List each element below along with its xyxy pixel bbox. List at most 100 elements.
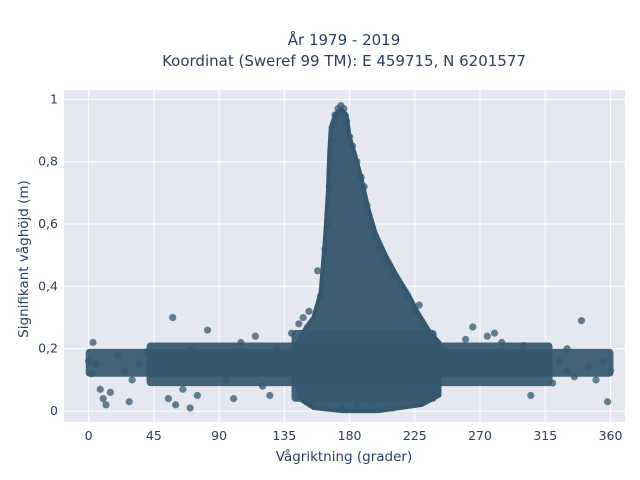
- scatter-point: [541, 351, 549, 359]
- scatter-point: [179, 385, 187, 393]
- scatter-point: [599, 357, 607, 365]
- scatter-point: [89, 338, 97, 347]
- x-tick-label: 315: [533, 428, 557, 443]
- scatter-point: [215, 357, 223, 365]
- scatter-point: [432, 382, 441, 390]
- scatter-point: [367, 220, 375, 228]
- scatter-point: [258, 360, 267, 368]
- scatter-point: [125, 398, 133, 406]
- scatter-point: [357, 173, 365, 181]
- y-tick-label: 0,8: [38, 154, 58, 169]
- scatter-point: [563, 345, 571, 353]
- scatter-point: [490, 329, 499, 337]
- scatter-point: [135, 360, 143, 368]
- scatter-point: [592, 376, 600, 384]
- chart-title: År 1979 - 2019: [288, 30, 401, 49]
- plot-area: [64, 90, 625, 422]
- scatter-point: [374, 245, 383, 253]
- scatter-point: [325, 183, 333, 191]
- scatter-point: [330, 120, 338, 128]
- scatter-point: [324, 395, 332, 403]
- scatter-point: [454, 354, 462, 362]
- scatter-point: [316, 292, 325, 300]
- scatter-point: [604, 398, 612, 406]
- scatter-point: [114, 351, 122, 359]
- scatter-point: [534, 360, 542, 368]
- scatter-point: [415, 301, 423, 309]
- scatter-point: [92, 360, 100, 368]
- scatter-point: [505, 351, 513, 359]
- scatter-point: [418, 320, 426, 328]
- scatter-point: [331, 111, 339, 119]
- scatter-point: [363, 201, 371, 209]
- scatter-point: [237, 338, 245, 347]
- scatter-point: [338, 404, 346, 412]
- scatter-point: [128, 376, 136, 384]
- scatter-point: [169, 313, 177, 322]
- scatter-point: [302, 360, 310, 368]
- scatter-point: [328, 136, 336, 144]
- scatter-point: [563, 366, 571, 375]
- scatter-point: [411, 391, 419, 400]
- scatter-point: [403, 292, 412, 300]
- x-tick-label: 90: [211, 428, 227, 443]
- y-tick-label: 0,2: [38, 341, 58, 356]
- scatter-point: [244, 366, 252, 375]
- scatter-point: [314, 267, 322, 275]
- scatter-point: [411, 307, 419, 315]
- scatter-point: [157, 370, 165, 378]
- scatter-point: [556, 357, 564, 365]
- y-tick-label: 0,4: [38, 278, 58, 293]
- scatter-point: [172, 401, 180, 409]
- scatter-point: [106, 388, 114, 396]
- scatter-point: [309, 329, 317, 337]
- scatter-point: [372, 232, 380, 241]
- x-tick-label: 225: [403, 428, 427, 443]
- y-tick-label: 0,6: [38, 216, 58, 231]
- scatter-point: [203, 326, 212, 334]
- scatter-point: [483, 332, 491, 340]
- scatter-point: [396, 282, 404, 290]
- x-tick-label: 270: [468, 428, 492, 443]
- scatter-point: [299, 313, 307, 322]
- scatter-point: [222, 376, 230, 384]
- scatter-point: [321, 245, 329, 253]
- x-tick-label: 180: [338, 428, 362, 443]
- x-axis-ticks: 0 45 90 135 180 225 270 315 360: [85, 428, 623, 443]
- scatter-point: [186, 345, 194, 353]
- scatter-point: [309, 401, 317, 409]
- scatter-point: [447, 351, 455, 359]
- scatter-point: [305, 307, 313, 315]
- scatter-point: [348, 142, 357, 150]
- scatter-point: [319, 345, 328, 353]
- scatter-point: [606, 366, 615, 375]
- scatter-point: [230, 395, 238, 403]
- scatter-point: [585, 363, 593, 372]
- scatter-point: [327, 158, 335, 166]
- scatter-point: [87, 370, 96, 378]
- scatter-point: [164, 395, 172, 403]
- scatter-point: [273, 345, 281, 353]
- y-axis-ticks: 0 0,2 0,4 0,6 0,8 1: [38, 91, 58, 418]
- scatter-point: [280, 354, 288, 362]
- scatter-point: [102, 401, 110, 409]
- scatter-point: [519, 342, 528, 350]
- scatter-point: [360, 183, 368, 191]
- y-tick-label: 1: [50, 91, 58, 106]
- scatter-point: [389, 270, 397, 278]
- scatter-point: [548, 379, 557, 387]
- scatter-point: [527, 391, 535, 400]
- scatter-point: [193, 391, 201, 400]
- scatter-point: [367, 398, 375, 406]
- scatter-point: [121, 366, 129, 375]
- y-tick-label: 0: [50, 403, 58, 418]
- x-axis-label: Vågriktning (grader): [276, 448, 413, 465]
- scatter-point: [287, 329, 296, 337]
- scatter-point: [201, 360, 209, 368]
- scatter-point: [345, 133, 354, 141]
- scatter-point: [469, 323, 477, 331]
- scatter-point: [340, 105, 348, 113]
- scatter-point: [143, 348, 151, 356]
- scatter-point: [570, 373, 578, 381]
- data-points: [85, 101, 615, 412]
